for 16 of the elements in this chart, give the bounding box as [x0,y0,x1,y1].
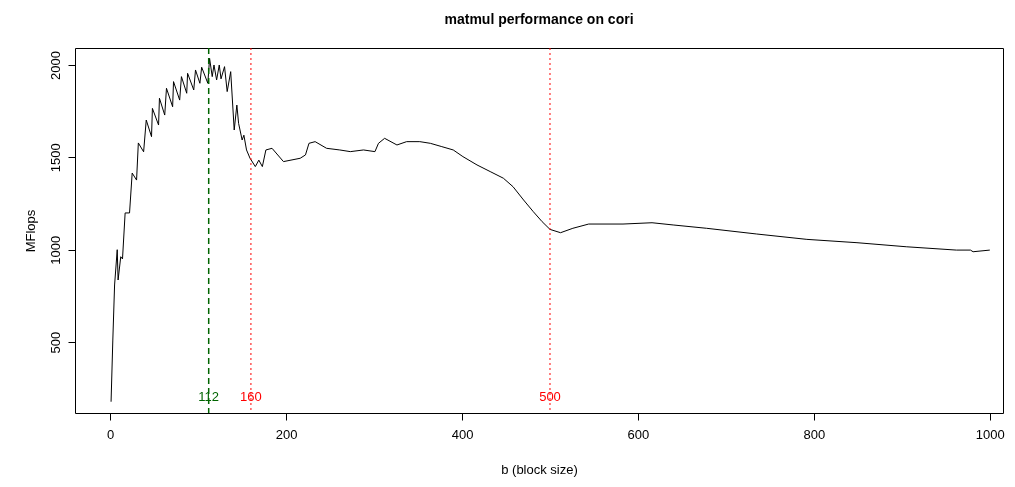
y-tick-label: 2000 [47,51,63,80]
x-tick-label: 800 [803,426,826,442]
x-axis-title: b (block size) [501,461,578,477]
line-series [110,57,991,403]
x-tick-label: 600 [627,426,650,442]
y-axis-title: MFlops [22,209,38,253]
x-tick-label: 200 [275,426,298,442]
x-tick-label: 0 [107,426,115,442]
y-tick-label: 1000 [47,235,63,265]
y-tick-label: 500 [47,331,63,354]
x-tick-label: 1000 [975,426,1005,442]
y-tick-label: 1500 [47,143,63,173]
ref-line-label: 160 [240,389,262,404]
chart-title: matmul performance on cori [444,11,634,28]
x-tick-label: 400 [451,426,474,442]
ref-line-label: 500 [539,389,561,404]
